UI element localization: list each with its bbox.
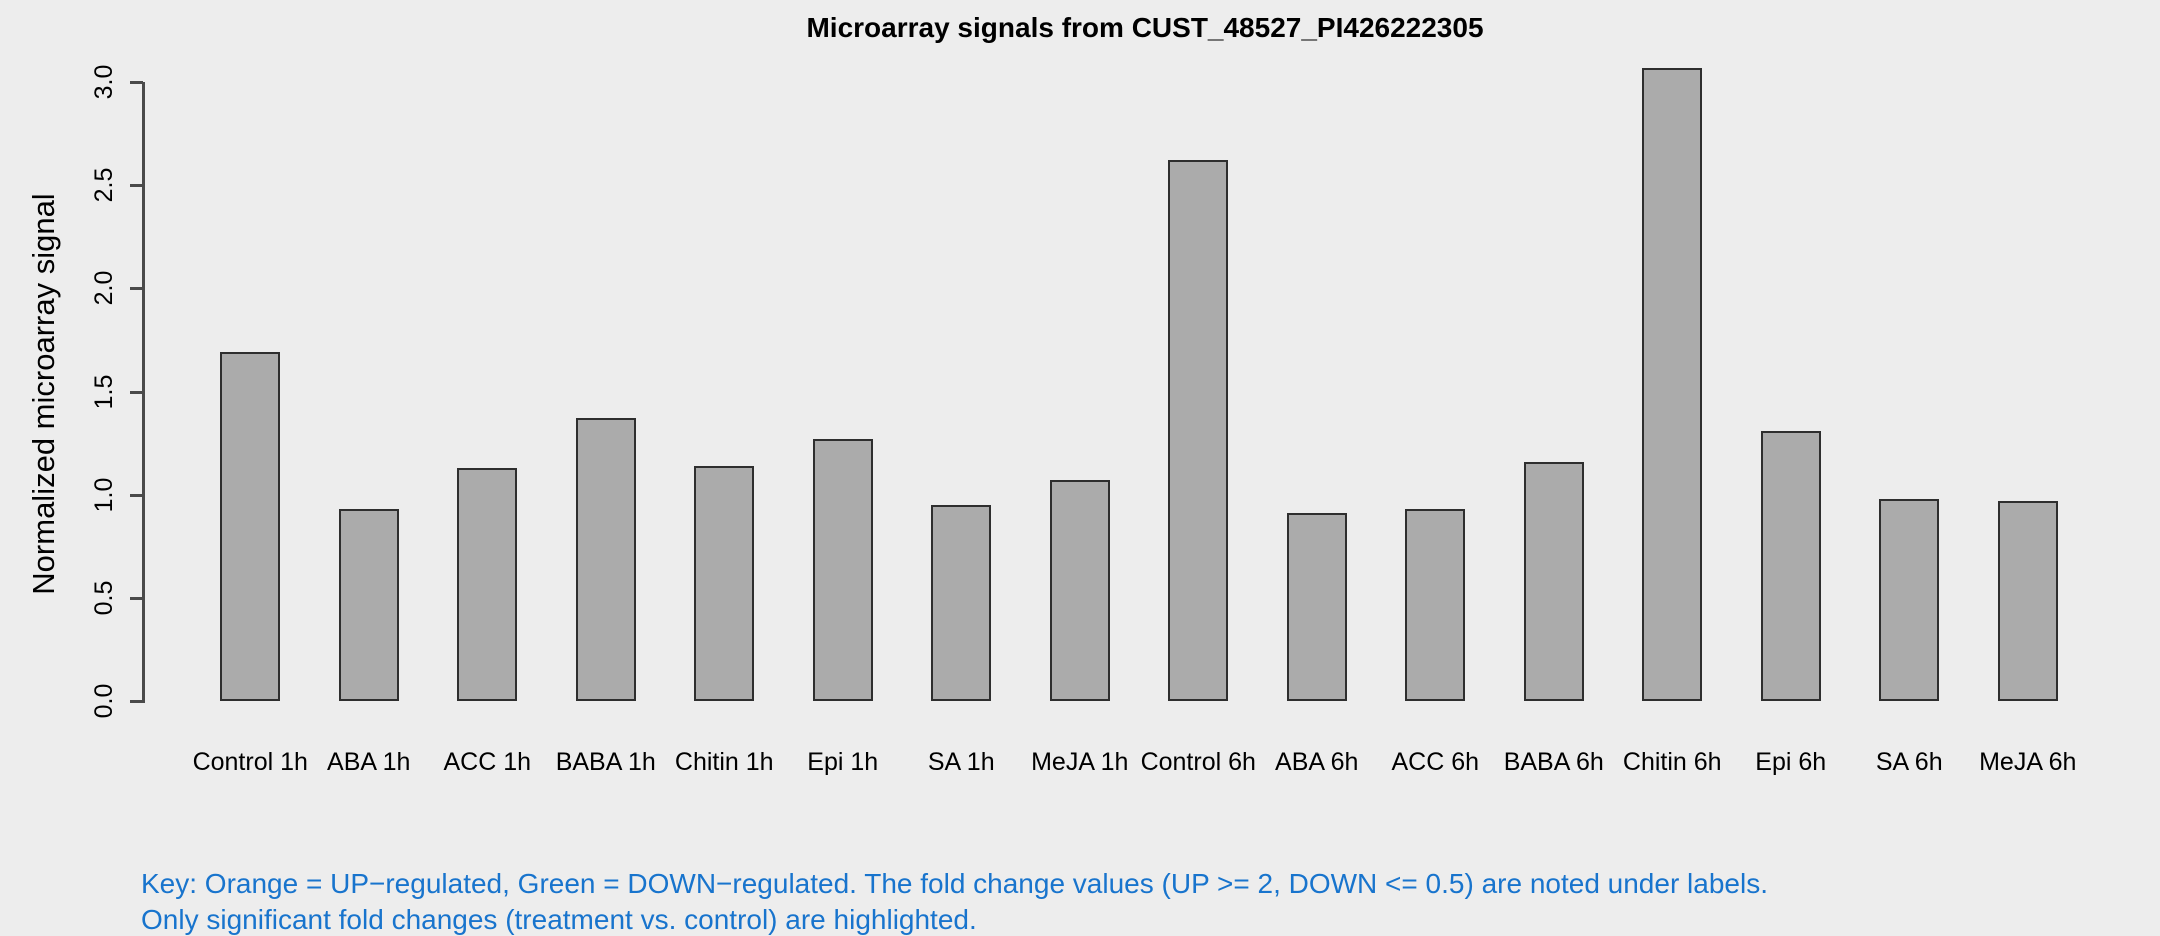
bar-slot <box>902 0 1021 701</box>
x-category-label: Chitin 6h <box>1622 748 1722 776</box>
bar-slot <box>428 0 547 701</box>
bar <box>220 352 281 701</box>
key-line-2: Only significant fold changes (treatment… <box>141 904 977 935</box>
x-category-label: Control 1h <box>192 748 308 776</box>
x-category-label: SA 1h <box>927 748 995 776</box>
x-axis-labels: Control 1h ABA 1h ACC 1h BABA 1h Chitin 1h Ep… <box>191 748 2087 777</box>
bar-slot <box>191 0 310 701</box>
y-tick-label: 0.5 <box>90 580 118 616</box>
bar <box>1405 509 1466 701</box>
y-tick-mark <box>130 700 143 703</box>
bar-slot <box>1613 0 1732 701</box>
bar-slot <box>1850 0 1969 701</box>
bar-slot <box>310 0 429 701</box>
bar <box>575 418 636 701</box>
bar-slot <box>784 0 903 701</box>
x-category-label: ABA 1h <box>327 748 411 776</box>
bar <box>1523 462 1584 701</box>
bar <box>1642 68 1703 701</box>
bar-slot <box>1376 0 1495 701</box>
x-category-label: SA 6h <box>1875 748 1943 776</box>
x-category-label: BABA 1h <box>555 748 656 776</box>
bar <box>1879 499 1940 701</box>
y-tick-mark <box>130 287 143 291</box>
y-tick-mark <box>130 81 143 84</box>
x-category-label: BABA 6h <box>1503 748 1604 776</box>
y-tick-label: 1.5 <box>90 374 118 409</box>
y-tick-mark <box>130 596 143 600</box>
x-category-label: MeJA 6h <box>1979 748 2077 776</box>
bar <box>1997 501 2058 701</box>
y-tick-label: 1.0 <box>90 477 118 513</box>
y-tick-label: 3.0 <box>90 64 118 100</box>
bar-slot <box>547 0 666 701</box>
bar-slot <box>1495 0 1614 701</box>
y-tick-mark <box>130 390 143 394</box>
x-category-label: ABA 6h <box>1275 748 1359 776</box>
bar-slot <box>665 0 784 701</box>
y-axis-label: Normalized microarray signal <box>26 193 61 595</box>
x-category-label: Chitin 1h <box>674 748 774 776</box>
bar <box>457 468 518 701</box>
bar-slot <box>1139 0 1258 701</box>
y-axis-line <box>142 82 145 703</box>
y-tick-mark <box>130 493 143 497</box>
x-category-label: Epi 1h <box>807 748 879 776</box>
bar <box>1049 480 1110 701</box>
bar-slot <box>1732 0 1851 701</box>
bar <box>694 466 755 701</box>
bar <box>812 439 873 701</box>
x-category-label: ACC 6h <box>1391 748 1480 776</box>
y-tick-label: 2.5 <box>90 167 118 203</box>
key-line-1: Key: Orange = UP−regulated, Green = DOWN… <box>141 868 1768 899</box>
y-tick-label: 2.0 <box>90 270 118 306</box>
x-category-label: Control 6h <box>1140 748 1256 776</box>
bar <box>931 505 992 701</box>
bar <box>1168 160 1229 701</box>
y-tick-mark <box>130 184 143 188</box>
y-tick-label: 0.0 <box>90 683 118 719</box>
key-text: Key: Orange = UP−regulated, Green = DOWN… <box>141 866 1768 936</box>
bar <box>338 509 399 701</box>
bar-slot <box>1258 0 1377 701</box>
bar-slot <box>1021 0 1140 701</box>
bar-slot <box>1969 0 2088 701</box>
chart-title: Microarray signals from CUST_48527_PI426… <box>806 12 1484 43</box>
bar <box>1760 431 1821 701</box>
bar <box>1286 513 1347 701</box>
x-category-label: MeJA 1h <box>1031 748 1129 776</box>
x-category-label: ACC 1h <box>443 748 532 776</box>
x-category-label: Epi 6h <box>1755 748 1827 776</box>
bar-series <box>191 0 2087 701</box>
